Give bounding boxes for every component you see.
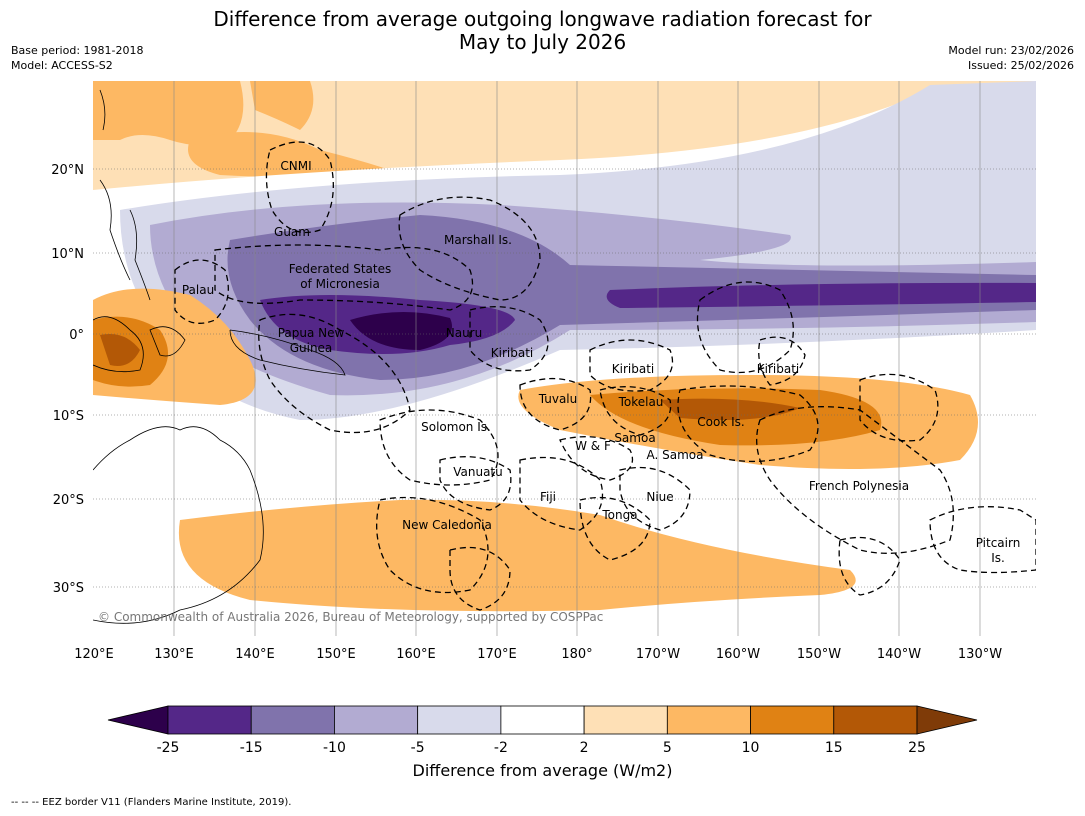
place-label: Samoa bbox=[614, 431, 655, 445]
field-shape bbox=[820, 504, 1036, 600]
colorbar-tick-label: -15 bbox=[240, 740, 263, 756]
colorbar-swatch bbox=[833, 705, 918, 735]
place-label: Marshall Is. bbox=[444, 233, 512, 247]
y-axis: 20°N 10°N 0° 10°S 20°S 30°S bbox=[51, 163, 84, 596]
colorbar-tick-label: -25 bbox=[157, 740, 180, 756]
colorbar-tick-label: 25 bbox=[908, 740, 926, 756]
colorbar-label: Difference from average (W/m2) bbox=[412, 761, 673, 780]
place-label: Solomon Is. bbox=[421, 420, 491, 434]
field-shape bbox=[350, 311, 452, 350]
title-line-2: May to July 2026 bbox=[458, 30, 627, 54]
colorbar-tick-label: 10 bbox=[742, 740, 760, 756]
x-tick-label: 150°E bbox=[316, 647, 356, 662]
colorbar-swatches bbox=[107, 705, 978, 735]
field-shape bbox=[606, 282, 1036, 308]
x-tick-label: 130°W bbox=[958, 647, 1002, 662]
lat-gridlines bbox=[93, 168, 1036, 588]
colorbar-tick-label: -10 bbox=[323, 740, 346, 756]
place-label: Guinea bbox=[290, 341, 333, 355]
place-label: CNMI bbox=[280, 159, 311, 173]
place-label: of Micronesia bbox=[300, 277, 380, 291]
colorbar-swatch bbox=[666, 705, 751, 735]
coastlines bbox=[93, 89, 346, 624]
place-label: Pitcairn bbox=[976, 536, 1021, 550]
x-tick-label: 180° bbox=[561, 647, 592, 662]
place-label: Federated States bbox=[289, 262, 391, 276]
footer-note: -- -- -- EEZ border V11 (Flanders Marine… bbox=[11, 797, 292, 808]
place-label: Kiribati bbox=[757, 362, 799, 376]
x-tick-label: 170°E bbox=[477, 647, 517, 662]
field-shape bbox=[250, 81, 314, 130]
field-shape bbox=[93, 81, 244, 145]
colorbar-swatch bbox=[750, 705, 835, 735]
colorbar-tick-label: 2 bbox=[580, 740, 589, 756]
map-field: CNMI Guam Marshall Is. Federated States … bbox=[93, 81, 1036, 636]
model-name: Model: ACCESS-S2 bbox=[11, 59, 113, 72]
field-shape bbox=[178, 499, 856, 612]
colorbar-extend-low bbox=[107, 705, 169, 735]
field-shape bbox=[188, 132, 390, 177]
colorbar-extend-high bbox=[916, 705, 978, 735]
colorbar-tick-label: 15 bbox=[825, 740, 843, 756]
y-tick-label: 10°S bbox=[53, 409, 84, 424]
copyright-text: © Commonwealth of Australia 2026, Bureau… bbox=[98, 610, 603, 624]
y-tick-label: 0° bbox=[69, 328, 84, 343]
x-tick-label: 150°W bbox=[797, 647, 841, 662]
field-shape bbox=[100, 334, 140, 366]
place-label: Palau bbox=[182, 283, 214, 297]
place-label: Cook Is. bbox=[697, 415, 744, 429]
place-label: Tuvalu bbox=[538, 392, 578, 406]
x-tick-label: 120°E bbox=[74, 647, 114, 662]
colorbar-swatch bbox=[417, 705, 502, 735]
place-label: Papua New bbox=[278, 326, 345, 340]
place-label: Niue bbox=[646, 490, 673, 504]
colorbar-swatch bbox=[500, 705, 585, 735]
model-run: Model run: 23/02/2026 bbox=[948, 44, 1074, 57]
place-label: Kiribati bbox=[612, 362, 654, 376]
place-label: Kiribati bbox=[491, 346, 533, 360]
issued-date: Issued: 25/02/2026 bbox=[967, 59, 1074, 72]
field-shape bbox=[660, 398, 800, 421]
place-label: A. Samoa bbox=[647, 448, 704, 462]
x-axis: 120°E 130°E 140°E 150°E 160°E 170°E 180°… bbox=[74, 647, 1002, 662]
place-label: Fiji bbox=[540, 490, 556, 504]
place-label: New Caledonia bbox=[402, 518, 492, 532]
meta-right: Model run: 23/02/2026 Issued: 25/02/2026 bbox=[948, 43, 1074, 73]
colorbar-tick-label: -5 bbox=[411, 740, 425, 756]
x-tick-label: 140°W bbox=[877, 647, 921, 662]
y-tick-label: 10°N bbox=[51, 247, 84, 262]
x-tick-label: 140°E bbox=[235, 647, 275, 662]
colorbar-swatch bbox=[583, 705, 668, 735]
place-label: W & F bbox=[575, 439, 611, 453]
meta-left: Base period: 1981-2018 Model: ACCESS-S2 bbox=[11, 43, 143, 73]
chart-title: Difference from average outgoing longwav… bbox=[0, 8, 1085, 54]
x-tick-label: 130°E bbox=[154, 647, 194, 662]
colorbar-ticks: -25 -15 -10 -5 -2 2 5 10 15 25 bbox=[157, 740, 926, 756]
place-label: Guam bbox=[274, 225, 310, 239]
x-tick-label: 160°E bbox=[396, 647, 436, 662]
y-tick-label: 20°N bbox=[51, 163, 84, 178]
base-period: Base period: 1981-2018 bbox=[11, 44, 144, 57]
colorbar-swatch bbox=[250, 705, 335, 735]
colorbar-swatch bbox=[334, 705, 419, 735]
place-label: Is. bbox=[991, 551, 1005, 565]
colorbar-swatch bbox=[167, 705, 252, 735]
title-line-1: Difference from average outgoing longwav… bbox=[213, 7, 872, 31]
y-tick-label: 20°S bbox=[53, 493, 84, 508]
colorbar-tick-label: -2 bbox=[494, 740, 508, 756]
x-tick-label: 170°W bbox=[636, 647, 680, 662]
gridlines bbox=[173, 81, 981, 636]
place-label: Vanuatu bbox=[453, 465, 503, 479]
colorbar-tick-label: 5 bbox=[663, 740, 672, 756]
place-label: Tokelau bbox=[618, 395, 664, 409]
place-label: Nauru bbox=[446, 326, 482, 340]
y-tick-label: 30°S bbox=[53, 581, 84, 596]
place-label: French Polynesia bbox=[809, 479, 909, 493]
place-label: Tonga bbox=[601, 508, 637, 522]
place-labels: CNMI Guam Marshall Is. Federated States … bbox=[182, 159, 1020, 565]
x-tick-label: 160°W bbox=[716, 647, 760, 662]
eez-borders bbox=[174, 141, 1036, 611]
